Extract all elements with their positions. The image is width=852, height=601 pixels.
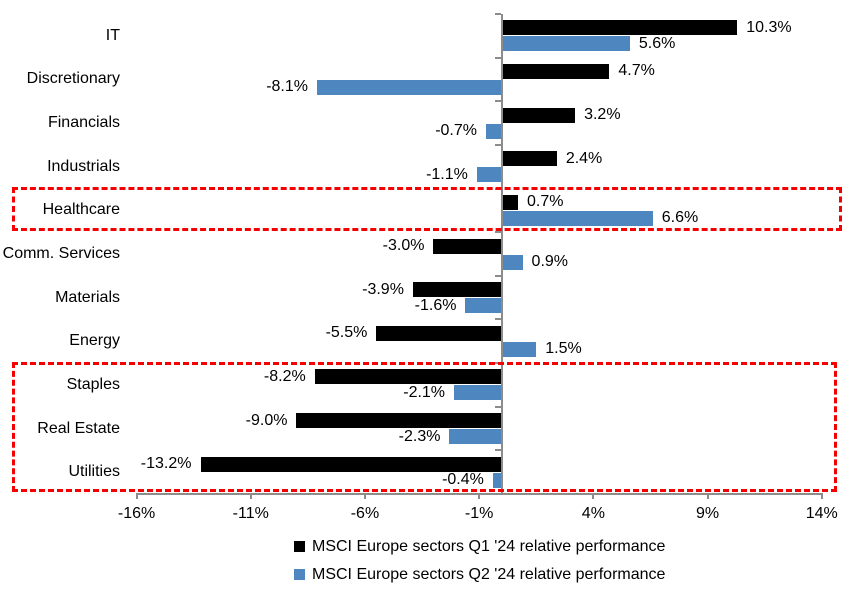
- value-label: -13.2%: [140, 455, 192, 473]
- value-label: -8.1%: [266, 78, 308, 96]
- value-label: -1.6%: [414, 296, 457, 314]
- legend-label-q2: MSCI Europe sectors Q2 '24 relative perf…: [312, 565, 666, 583]
- value-label: -8.2%: [263, 367, 306, 385]
- x-axis-tick: [820, 493, 823, 499]
- category-label-comm-services: Comm. Services: [2, 245, 120, 262]
- bar-q1-discretionary: [502, 63, 610, 79]
- x-axis-label: 9%: [695, 505, 720, 522]
- legend-item-q1: MSCI Europe sectors Q1 '24 relative perf…: [294, 538, 665, 555]
- value-label: 0.9%: [531, 253, 569, 270]
- value-label: -3.0%: [382, 237, 425, 254]
- value-label: -0.7%: [435, 122, 477, 140]
- bar-q1-staples: [314, 369, 502, 385]
- value-label: 3.2%: [584, 106, 621, 124]
- bar-q1-industrials: [502, 151, 557, 167]
- bar-q1-real-estate: [296, 413, 502, 429]
- category-tick: [495, 362, 501, 365]
- x-axis-label: -1%: [464, 505, 494, 522]
- value-label: -2.3%: [398, 427, 441, 445]
- category-tick: [495, 100, 501, 103]
- bar-q2-discretionary: [316, 79, 502, 95]
- legend: MSCI Europe sectors Q1 '24 relative perf…: [294, 538, 665, 594]
- value-label: 0.7%: [526, 193, 564, 211]
- legend-label-q1: MSCI Europe sectors Q1 '24 relative perf…: [312, 537, 666, 555]
- x-axis-tick: [363, 493, 366, 499]
- value-label: 1.5%: [545, 340, 582, 358]
- value-label: 6.6%: [661, 209, 699, 227]
- category-tick: [495, 187, 501, 190]
- value-label: -2.1%: [403, 383, 446, 401]
- bar-q1-financials: [502, 107, 576, 123]
- x-axis-tick: [249, 493, 252, 499]
- x-axis-label: -11%: [232, 505, 269, 522]
- bar-q2-materials: [465, 298, 502, 314]
- category-label-materials: Materials: [55, 288, 120, 306]
- value-axis-line: [501, 14, 503, 494]
- category-label-it: IT: [105, 26, 120, 44]
- value-label: -3.9%: [362, 280, 404, 298]
- category-label-discretionary: Discretionary: [26, 70, 120, 88]
- bar-q1-energy: [376, 325, 502, 341]
- bar-q2-comm-services: [502, 254, 523, 270]
- category-tick: [495, 274, 501, 277]
- x-axis-tick: [478, 493, 481, 499]
- value-label: 10.3%: [746, 18, 792, 36]
- value-label: 4.7%: [618, 62, 655, 80]
- bar-q1-comm-services: [433, 238, 502, 254]
- legend-swatch-q2-icon: [294, 569, 305, 580]
- x-axis-label: -6%: [350, 505, 380, 522]
- bar-q1-it: [502, 20, 738, 36]
- bar-q2-industrials: [476, 167, 502, 183]
- bar-q1-healthcare: [502, 194, 518, 210]
- x-axis-label: 4%: [581, 505, 605, 522]
- bar-q2-energy: [502, 341, 537, 357]
- category-tick: [495, 405, 501, 408]
- bar-q1-utilities: [200, 456, 502, 472]
- category-label-industrials: Industrials: [47, 157, 120, 175]
- value-label: -1.1%: [426, 165, 468, 183]
- category-tick: [495, 143, 501, 146]
- x-axis-label: 14%: [805, 505, 838, 522]
- category-tick: [495, 13, 501, 15]
- category-label-healthcare: Healthcare: [42, 201, 120, 219]
- bar-q2-it: [502, 36, 630, 52]
- legend-item-q2: MSCI Europe sectors Q2 '24 relative perf…: [294, 566, 665, 583]
- bar-q2-utilities: [492, 472, 502, 488]
- highlight-box-1: [12, 187, 842, 231]
- category-tick: [495, 318, 501, 321]
- category-tick: [495, 231, 501, 234]
- value-label: -5.5%: [325, 324, 368, 342]
- value-label: 5.6%: [638, 34, 676, 52]
- category-label-energy: Energy: [69, 332, 120, 350]
- bar-q1-materials: [412, 282, 502, 298]
- x-axis-tick: [592, 493, 595, 499]
- bar-q2-staples: [454, 385, 502, 401]
- x-axis-label: -16%: [117, 505, 156, 522]
- legend-swatch-q1-icon: [294, 541, 305, 552]
- category-tick: [495, 449, 501, 452]
- category-tick: [495, 56, 501, 59]
- category-label-real-estate: Real Estate: [37, 419, 120, 437]
- value-label: 2.4%: [565, 149, 603, 167]
- x-axis-tick: [706, 493, 709, 499]
- value-label: -9.0%: [245, 411, 288, 429]
- bar-q2-real-estate: [449, 429, 502, 445]
- category-label-staples: Staples: [66, 375, 120, 393]
- category-label-financials: Financials: [47, 114, 120, 132]
- bar-q2-financials: [486, 123, 502, 139]
- value-label: -0.4%: [442, 471, 484, 489]
- bar-q2-healthcare: [502, 210, 653, 226]
- category-label-utilities: Utilities: [68, 463, 120, 481]
- x-axis-tick: [135, 493, 138, 499]
